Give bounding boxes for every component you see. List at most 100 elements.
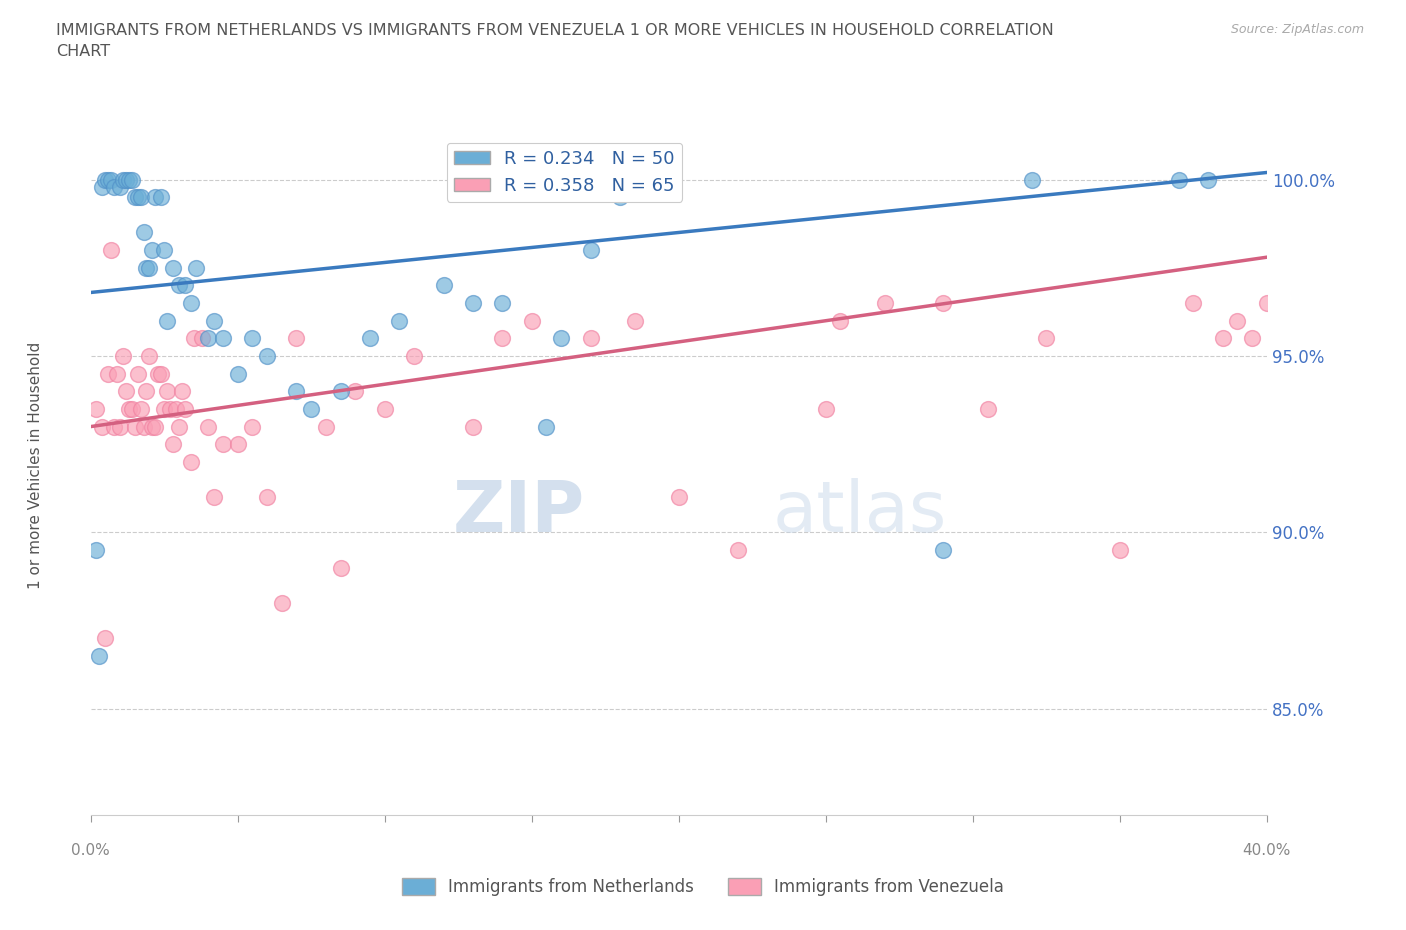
Point [148,366,170,381]
Point [129,402,152,417]
Legend: Immigrants from Netherlands, Immigrants from Venezuela: Immigrants from Netherlands, Immigrants … [395,871,1011,903]
Point [344,384,367,399]
Text: 40.0%: 40.0% [1243,844,1291,858]
Point [141,243,163,258]
Point [121,402,143,417]
Point [170,384,193,399]
Point [141,419,163,434]
Point [256,490,278,505]
Point [138,260,160,275]
Point [86,402,108,417]
Point [150,190,173,205]
Point [270,595,292,610]
Point [153,402,176,417]
Point [285,384,308,399]
Point [89,648,111,663]
Point [256,349,278,364]
Point [668,490,690,505]
Point [1212,331,1234,346]
Point [226,366,249,381]
Point [91,179,114,194]
Point [873,296,896,311]
Point [359,331,381,346]
Point [814,402,837,417]
Point [285,331,308,346]
Point [212,331,235,346]
Point [115,172,138,187]
Point [159,402,181,417]
Point [1182,296,1205,311]
Point [520,313,543,328]
Point [127,366,149,381]
Point [315,419,337,434]
Point [180,296,202,311]
Point [197,331,219,346]
Point [830,313,852,328]
Point [132,225,155,240]
Point [111,172,134,187]
Point [1256,296,1278,311]
Point [129,190,152,205]
Point [132,419,155,434]
Point [153,243,176,258]
Point [94,172,117,187]
Text: 0.0%: 0.0% [72,844,110,858]
Point [932,296,955,311]
Point [1108,543,1130,558]
Point [579,243,602,258]
Point [118,172,141,187]
Point [121,172,143,187]
Point [240,419,263,434]
Point [108,419,131,434]
Point [135,384,157,399]
Point [1226,313,1249,328]
Point [212,437,235,452]
Text: IMMIGRANTS FROM NETHERLANDS VS IMMIGRANTS FROM VENEZUELA 1 OR MORE VEHICLES IN H: IMMIGRANTS FROM NETHERLANDS VS IMMIGRANT… [56,23,1054,60]
Point [491,331,513,346]
Point [150,366,173,381]
Point [329,561,352,576]
Point [135,260,157,275]
Point [156,313,179,328]
Point [461,296,484,311]
Point [202,313,225,328]
Point [138,349,160,364]
Point [167,278,190,293]
Point [100,172,122,187]
Point [1167,172,1189,187]
Point [162,437,184,452]
Point [118,402,141,417]
Point [226,437,249,452]
Point [94,631,117,645]
Point [103,419,125,434]
Point [1021,172,1043,187]
Point [550,331,572,346]
Point [91,419,114,434]
Point [186,260,208,275]
Point [461,419,484,434]
Point [1035,331,1057,346]
Text: Source: ZipAtlas.com: Source: ZipAtlas.com [1230,23,1364,36]
Point [1197,172,1219,187]
Point [86,543,108,558]
Point [143,419,166,434]
Legend: R = 0.234   N = 50, R = 0.358   N = 65: R = 0.234 N = 50, R = 0.358 N = 65 [447,142,682,202]
Point [108,179,131,194]
Point [932,543,955,558]
Point [162,260,184,275]
Point [1241,331,1264,346]
Point [167,419,190,434]
Point [976,402,998,417]
Point [97,172,120,187]
Point [173,402,195,417]
Point [143,190,166,205]
Point [124,190,146,205]
Text: ZIP: ZIP [453,477,585,547]
Text: atlas: atlas [773,477,948,547]
Point [374,402,396,417]
Text: 1 or more Vehicles in Household: 1 or more Vehicles in Household [28,341,42,589]
Point [240,331,263,346]
Point [609,190,631,205]
Point [115,384,138,399]
Point [97,366,120,381]
